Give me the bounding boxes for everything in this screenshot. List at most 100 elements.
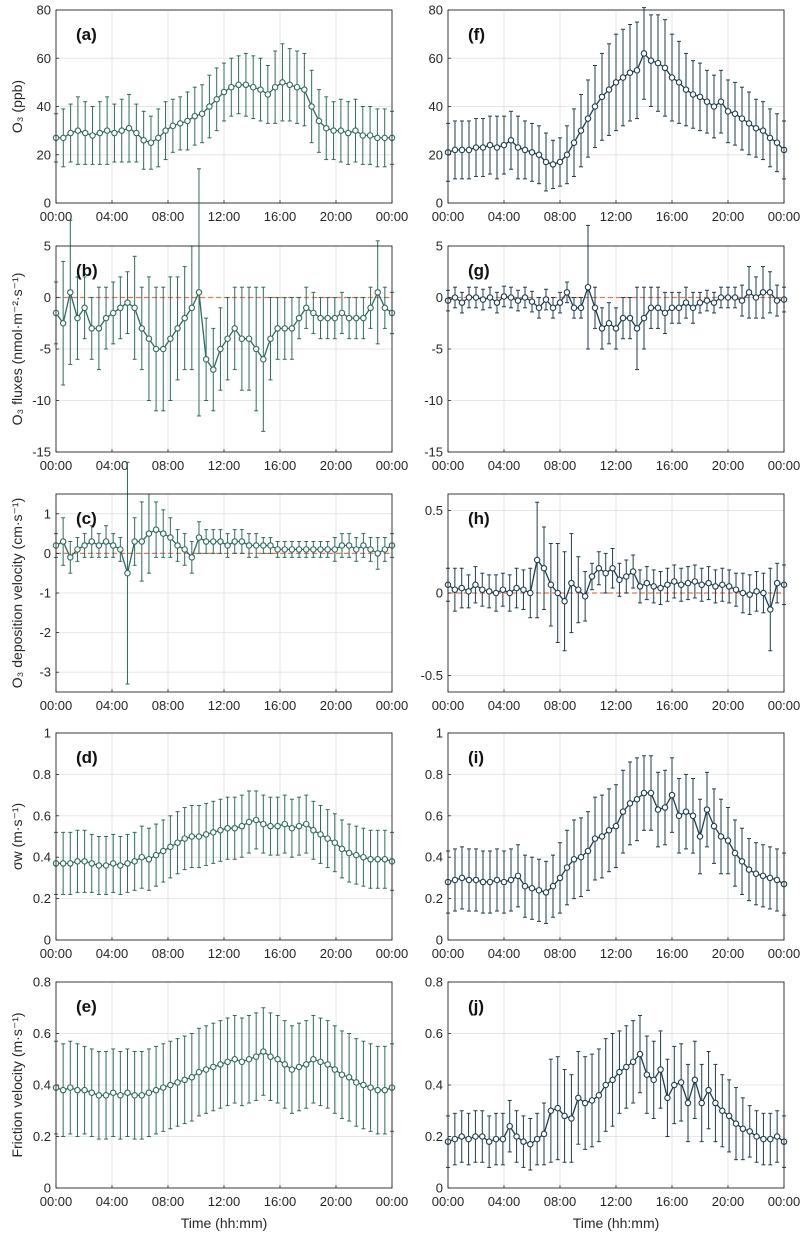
data-point-d-45 xyxy=(374,856,381,863)
y-tick-label: 0.4 xyxy=(33,850,51,865)
data-point-h-16 xyxy=(554,589,561,597)
data-point-c-19 xyxy=(188,554,196,561)
data-point-g-17 xyxy=(563,289,571,296)
data-point-c-11 xyxy=(131,538,138,545)
data-point-e-8 xyxy=(109,1089,117,1096)
data-point-j-3 xyxy=(465,1135,472,1143)
data-point-e-39 xyxy=(331,1066,339,1073)
data-point-g-13 xyxy=(535,304,543,312)
data-point-j-9 xyxy=(506,1122,513,1130)
data-point-c-33 xyxy=(288,546,296,553)
data-point-j-35 xyxy=(684,1099,692,1107)
data-point-g-47 xyxy=(773,297,781,304)
x-tick-label: 12:00 xyxy=(208,1194,241,1209)
y-tick-label: -15 xyxy=(424,445,443,460)
panel-label: (a) xyxy=(76,25,97,44)
data-point-g-4 xyxy=(472,294,480,301)
x-tick-label: 00:00 xyxy=(40,1194,73,1209)
x-tick-label: 04:00 xyxy=(488,209,521,224)
data-point-i-11 xyxy=(521,882,529,890)
x-tick-label: 08:00 xyxy=(152,209,185,224)
data-point-c-6 xyxy=(95,542,103,549)
data-point-a-36 xyxy=(315,117,323,125)
y-tick-label: 80 xyxy=(37,3,51,18)
data-point-f-41 xyxy=(731,110,739,117)
x-tick-label: 00:00 xyxy=(432,946,465,961)
data-point-b-29 xyxy=(260,356,267,363)
data-point-c-35 xyxy=(302,546,310,553)
data-point-f-34 xyxy=(682,86,690,93)
data-point-c-15 xyxy=(159,530,167,537)
data-point-e-31 xyxy=(274,1056,281,1063)
data-point-g-25 xyxy=(619,314,627,322)
data-point-a-44 xyxy=(374,134,381,142)
data-point-g-35 xyxy=(689,304,697,312)
y-tick-label: 5 xyxy=(44,239,51,254)
data-point-d-30 xyxy=(267,822,274,830)
data-point-c-7 xyxy=(102,538,110,545)
x-tick-label: 20:00 xyxy=(320,209,353,224)
data-point-e-9 xyxy=(117,1092,124,1099)
data-point-d-13 xyxy=(145,856,153,863)
data-point-d-26 xyxy=(238,822,246,830)
data-point-g-10 xyxy=(514,297,522,304)
data-point-b-5 xyxy=(88,325,95,332)
data-point-j-1 xyxy=(451,1135,459,1143)
data-point-h-28 xyxy=(636,583,644,590)
data-point-i-39 xyxy=(717,833,725,840)
data-point-j-38 xyxy=(705,1086,712,1094)
x-tick-label: 16:00 xyxy=(264,458,297,473)
y-tick-label: 0.4 xyxy=(425,1078,443,1093)
y-axis-label: O₃ deposition velocity (cm·s⁻¹) xyxy=(9,498,25,688)
data-point-j-19 xyxy=(575,1094,582,1102)
data-point-d-46 xyxy=(381,856,389,863)
data-point-c-8 xyxy=(109,542,117,549)
data-point-a-7 xyxy=(103,127,111,134)
data-point-h-39 xyxy=(712,583,719,590)
data-point-e-16 xyxy=(167,1081,174,1089)
data-point-i-1 xyxy=(451,876,459,884)
data-point-f-43 xyxy=(745,120,753,127)
data-point-h-1 xyxy=(451,586,459,593)
data-point-a-31 xyxy=(279,79,286,86)
data-point-a-11 xyxy=(133,129,140,137)
data-point-g-32 xyxy=(668,304,676,312)
data-point-i-13 xyxy=(535,887,543,894)
data-point-f-29 xyxy=(647,57,655,64)
y-axis-label: O₃ fluxes (nmol·m⁻²·s⁻¹) xyxy=(9,273,25,426)
data-point-j-47 xyxy=(767,1135,774,1143)
y-tick-label: 0.6 xyxy=(425,808,443,823)
data-point-h-33 xyxy=(671,578,678,585)
data-point-d-28 xyxy=(252,816,260,824)
data-point-c-38 xyxy=(324,546,331,553)
data-point-i-20 xyxy=(584,847,592,855)
y-tick-label: 0.8 xyxy=(425,767,443,782)
data-point-c-45 xyxy=(374,550,381,557)
data-point-b-33 xyxy=(288,325,296,332)
x-tick-label: 20:00 xyxy=(712,458,745,473)
data-point-d-19 xyxy=(188,833,196,840)
x-tick-label: 16:00 xyxy=(656,458,689,473)
data-point-b-37 xyxy=(317,314,324,322)
data-point-h-17 xyxy=(561,597,568,605)
y-tick-label: 0 xyxy=(44,290,51,305)
data-point-i-45 xyxy=(759,872,767,880)
x-tick-label: 12:00 xyxy=(600,1194,633,1209)
data-point-i-46 xyxy=(766,874,774,882)
data-point-e-32 xyxy=(281,1061,289,1068)
y-tick-label: 0.8 xyxy=(33,975,51,990)
y-tick-label: 20 xyxy=(429,147,443,162)
data-point-b-13 xyxy=(145,335,153,342)
data-point-g-9 xyxy=(507,294,515,301)
data-point-c-13 xyxy=(145,530,153,537)
panel-label: (i) xyxy=(468,748,484,767)
data-point-j-14 xyxy=(540,1130,548,1138)
data-point-i-32 xyxy=(668,791,676,799)
data-point-j-15 xyxy=(547,1107,555,1115)
data-point-b-14 xyxy=(152,345,160,353)
data-point-j-29 xyxy=(643,1071,651,1078)
data-point-a-5 xyxy=(89,132,96,139)
data-point-f-47 xyxy=(773,139,781,146)
x-tick-label: 20:00 xyxy=(320,698,353,713)
